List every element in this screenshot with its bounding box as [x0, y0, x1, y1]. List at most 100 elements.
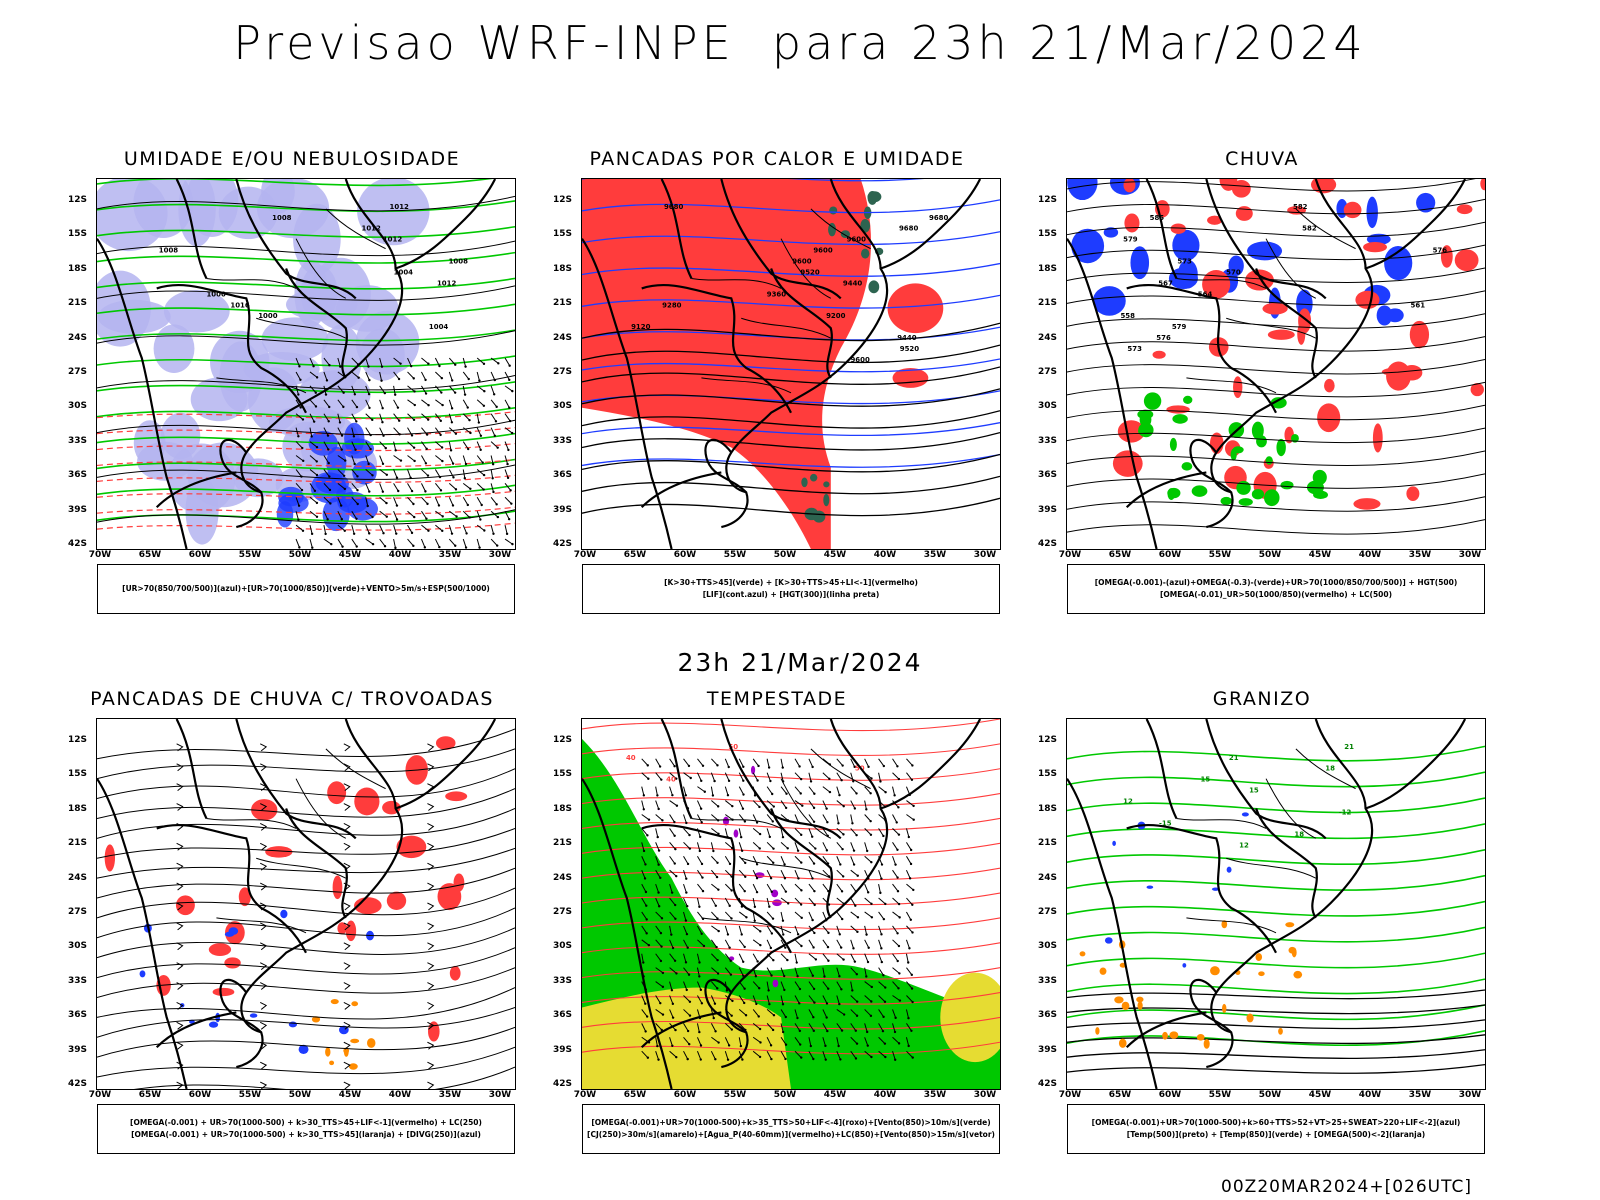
- wind850-strong-vector: [850, 953, 856, 962]
- wind-vector-head: [508, 406, 511, 409]
- wind850-strong-vector: [766, 800, 775, 807]
- green-humidity-contour: [97, 303, 515, 316]
- wind850-strong-vector-head: [659, 1001, 662, 1005]
- wind-vector-head: [439, 433, 442, 437]
- wind850-strong-vector-head: [647, 943, 651, 947]
- wind850-strong-vector: [892, 911, 900, 918]
- wind850-strong-vector: [836, 828, 844, 835]
- wind-vector-head: [396, 406, 400, 409]
- wind850-strong-vector: [878, 870, 882, 879]
- wind850-strong-vector-head: [880, 960, 884, 964]
- hgt500-contour: [1067, 381, 1485, 398]
- wind850-strong-vector-head: [698, 849, 702, 853]
- wind850-strong-vector: [808, 897, 816, 906]
- longitude-tick-label: 65W: [138, 1090, 162, 1100]
- wind850-strong-vector-head: [713, 779, 716, 783]
- wind850-strong-vector: [808, 828, 813, 837]
- wind850-strong-vector: [752, 856, 758, 865]
- wind850-strong-vector-head: [811, 918, 814, 922]
- map-frame: 9680 9680 9680 9600 9600 9600 9520 9440 9360 9280…: [581, 178, 1001, 550]
- wind850-strong-vector-head: [882, 917, 886, 921]
- wind-vector: [407, 385, 415, 392]
- wind850-strong-vector-head: [743, 820, 747, 823]
- pressure-isobar: [97, 464, 515, 480]
- wind850-strong-vector: [766, 772, 771, 782]
- latitude-tick-label: 30S: [68, 401, 88, 412]
- wind850-strong-vector: [641, 897, 647, 906]
- streamline-arrow: [427, 962, 435, 971]
- wind850-strong-vector: [878, 842, 884, 851]
- wind850-strong-vector: [864, 939, 870, 949]
- omega500-area: [1246, 1013, 1254, 1023]
- unstable-core-area: [861, 248, 870, 259]
- wind850-strong-vector-head: [827, 931, 830, 935]
- map-frame: [96, 718, 516, 1090]
- contour-label: 9600: [813, 247, 833, 255]
- omega500-area: [1293, 970, 1303, 979]
- wind850-strong-vector-head: [811, 835, 814, 838]
- wind850-strong-vector: [864, 897, 872, 905]
- wind850-strong-vector-head: [826, 945, 830, 949]
- wind850-strong-vector-head: [839, 1058, 842, 1061]
- wind850-strong-vector: [697, 995, 703, 1004]
- wind850-strong-vector-head: [660, 917, 664, 920]
- wind850-strong-vector-head: [644, 863, 647, 866]
- wind850-strong-vector: [738, 828, 742, 838]
- wind850-strong-vector-head: [741, 807, 745, 810]
- wind850-strong-vector: [850, 925, 858, 933]
- precipitable-water-contour: [582, 719, 1000, 732]
- wind850-strong-vector: [669, 995, 674, 1005]
- streamline-arrow: [427, 862, 435, 871]
- wind850-strong-vector-head: [755, 821, 759, 824]
- wind850-strong-vector: [780, 800, 787, 809]
- wind-vector-head: [328, 475, 331, 478]
- precipitable-water-contour: [582, 991, 1000, 1005]
- wind-vector-head: [343, 487, 347, 491]
- wind850-strong-vector: [655, 800, 660, 810]
- wind850-strong-vector-head: [799, 792, 802, 795]
- wind850-strong-vector-head: [813, 1001, 816, 1004]
- wind-vector-head: [491, 463, 495, 466]
- wind-vector-head: [315, 445, 319, 449]
- wind850-strong-vector-head: [855, 1014, 859, 1017]
- wind850-strong-vector-head: [657, 807, 660, 811]
- wind850-strong-vector: [836, 883, 843, 892]
- streamline-arrow: [427, 1002, 435, 1010]
- wind850-strong-vector-head: [674, 917, 677, 920]
- omega500-area: [1095, 1027, 1100, 1035]
- wind850-strong-vector: [892, 981, 899, 989]
- main-title: Previsao WRF-INPE para 23h 21/Mar/2024: [233, 16, 1367, 70]
- longitude-tick-label: 55W: [723, 550, 747, 560]
- wind850-strong-vector: [655, 758, 661, 767]
- streamline-arrow: [427, 822, 435, 831]
- hail-area: [1182, 963, 1187, 968]
- wind850-strong-vector: [725, 800, 733, 807]
- country-borders: [1067, 719, 1467, 1089]
- wind-vector: [476, 441, 482, 451]
- longitude-axis: 70W 65W 60W 55W 50W 45W 40W 35W 30W: [1059, 1090, 1486, 1104]
- longitude-axis: 70W 65W 60W 55W 50W 45W 40W 35W 30W: [89, 550, 516, 564]
- streamline-arrow: [343, 922, 351, 931]
- wind850-strong-vector: [641, 1050, 649, 1059]
- wind850-strong-vector: [641, 856, 646, 865]
- wind850-strong-vector: [766, 814, 774, 822]
- wind850-strong-vector-head: [671, 793, 674, 797]
- legend-line: [OMEGA(-0.001) + UR>70(1000-500) + k>30_…: [130, 1118, 482, 1127]
- wind-vector-head: [380, 379, 383, 382]
- wind-vector: [490, 510, 499, 518]
- wind850-strong-vector-head: [882, 973, 885, 977]
- streamline-arrow: [343, 783, 351, 792]
- wind850-strong-vector-head: [769, 779, 772, 783]
- wind850-strong-vector: [850, 1009, 858, 1017]
- streamline-arrow: [427, 743, 435, 752]
- green-humidity-contour: [97, 484, 515, 497]
- wind850-strong-vector-head: [869, 1014, 873, 1018]
- wind-vector-head: [301, 446, 304, 450]
- wind850-strong-vector-head: [771, 792, 774, 796]
- wind-vector-head: [510, 502, 513, 505]
- latitude-tick-label: 18S: [1038, 263, 1058, 274]
- wind-vector-head: [507, 517, 511, 521]
- wind-vector-head: [441, 529, 444, 533]
- wind850-strong-vector-head: [870, 985, 873, 989]
- wind-vector-head: [353, 393, 357, 396]
